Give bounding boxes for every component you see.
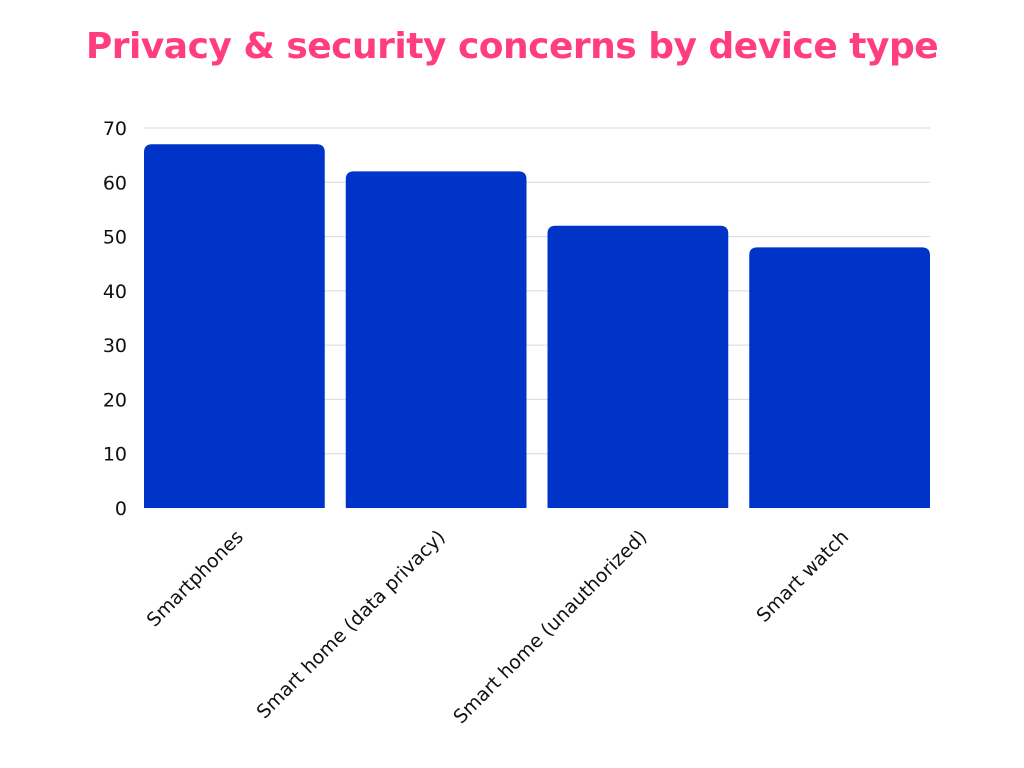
y-tick-label: 60 bbox=[103, 172, 127, 194]
y-tick-label: 50 bbox=[103, 227, 127, 249]
x-category-label: Smartphones bbox=[143, 526, 248, 631]
bar-smart-watch bbox=[749, 247, 930, 508]
x-axis-labels: Smartphones Smart home (data privacy) Smar… bbox=[143, 526, 853, 728]
bars bbox=[144, 144, 930, 509]
x-category-label: Smart home (data privacy) bbox=[253, 526, 450, 723]
y-tick-label: 10 bbox=[103, 444, 127, 466]
bar-smart-home-data-privacy bbox=[345, 171, 527, 508]
y-tick-label: 30 bbox=[103, 335, 127, 357]
y-axis-ticks: 0 10 20 30 40 50 60 70 bbox=[103, 118, 127, 520]
bar-smartphones bbox=[144, 144, 325, 509]
bar-smart-home-unauthorized bbox=[547, 225, 729, 508]
x-category-label: Smart home (unauthorized) bbox=[449, 526, 651, 728]
y-tick-label: 70 bbox=[103, 118, 127, 140]
y-tick-label: 0 bbox=[115, 498, 127, 520]
x-category-label: Smart watch bbox=[752, 526, 853, 627]
y-tick-label: 40 bbox=[103, 281, 127, 303]
y-tick-label: 20 bbox=[103, 389, 127, 411]
chart-title: Privacy & security concerns by device ty… bbox=[85, 26, 939, 67]
